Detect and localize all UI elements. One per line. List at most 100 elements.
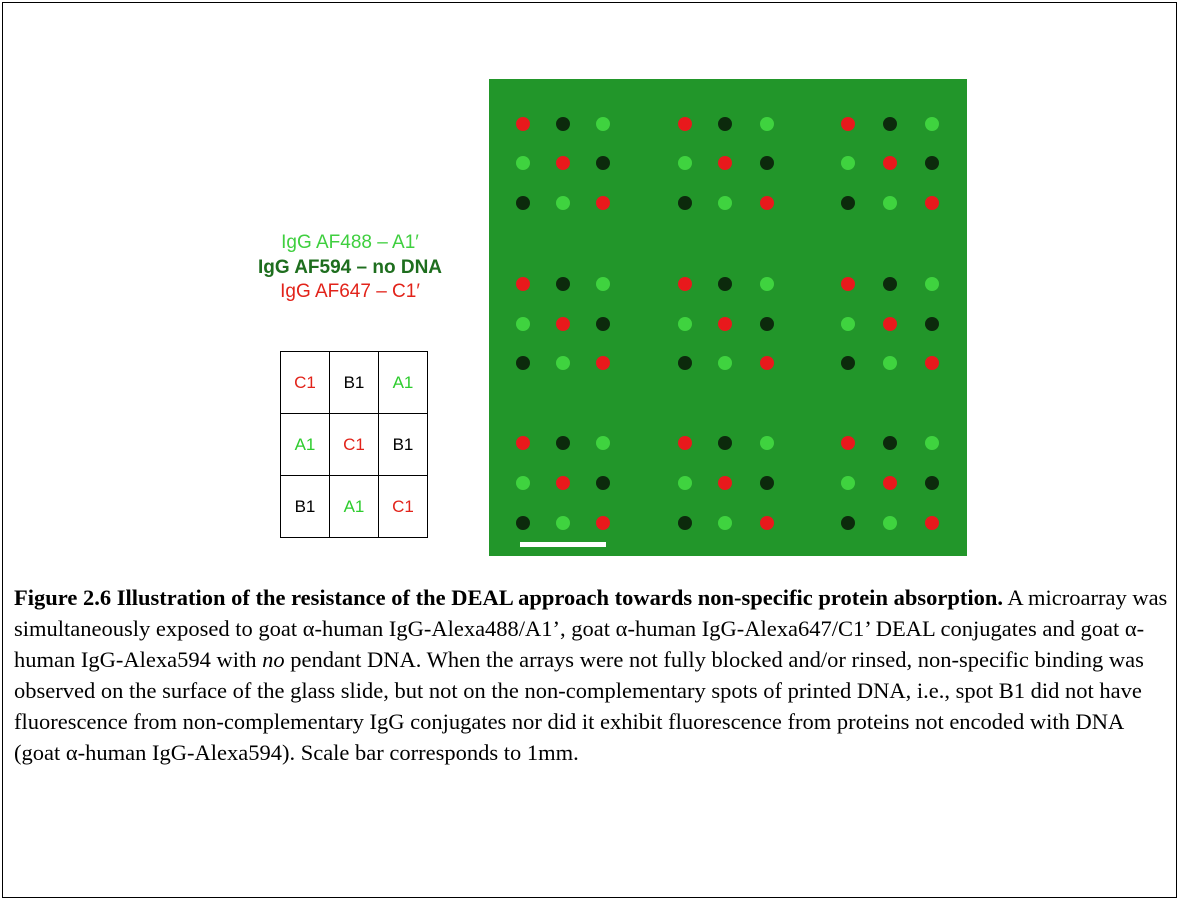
spot <box>516 196 530 210</box>
spot <box>556 516 570 530</box>
cell: C1 <box>330 414 379 476</box>
spot <box>596 436 610 450</box>
spot <box>841 156 855 170</box>
spot <box>516 516 530 530</box>
spot <box>556 117 570 131</box>
spot <box>678 317 692 331</box>
spot <box>841 277 855 291</box>
spot <box>841 317 855 331</box>
caption: Figure 2.6 Illustration of the resistanc… <box>14 582 1174 768</box>
spot <box>883 317 897 331</box>
spot <box>718 476 732 490</box>
spot <box>760 356 774 370</box>
spot <box>760 196 774 210</box>
spot <box>883 476 897 490</box>
spot <box>883 516 897 530</box>
spot <box>516 436 530 450</box>
spot <box>556 356 570 370</box>
spot <box>883 156 897 170</box>
spot <box>841 476 855 490</box>
spot <box>718 117 732 131</box>
spot <box>760 156 774 170</box>
spot <box>925 317 939 331</box>
spot <box>883 436 897 450</box>
spot <box>718 356 732 370</box>
spot <box>925 277 939 291</box>
cell: A1 <box>281 414 330 476</box>
spot <box>516 317 530 331</box>
caption-emphasis: no <box>262 647 285 672</box>
cell: C1 <box>379 476 428 538</box>
spot <box>678 476 692 490</box>
spot <box>678 277 692 291</box>
spot <box>760 277 774 291</box>
microarray-image <box>489 79 967 556</box>
spot <box>760 476 774 490</box>
spot <box>760 516 774 530</box>
legend-label: IgG AF647 – C1′ <box>250 281 450 303</box>
spot <box>925 356 939 370</box>
spot <box>678 516 692 530</box>
spot <box>516 277 530 291</box>
cell: B1 <box>281 476 330 538</box>
spot <box>596 476 610 490</box>
spot <box>718 436 732 450</box>
spot <box>718 277 732 291</box>
spot <box>883 277 897 291</box>
spot <box>516 117 530 131</box>
spot <box>760 117 774 131</box>
spot <box>760 436 774 450</box>
spot <box>925 436 939 450</box>
spot <box>925 156 939 170</box>
spot <box>925 516 939 530</box>
spot <box>678 117 692 131</box>
spot <box>678 156 692 170</box>
spot <box>841 117 855 131</box>
spot <box>516 356 530 370</box>
spot <box>678 196 692 210</box>
spot <box>596 356 610 370</box>
cell: C1 <box>281 352 330 414</box>
spot <box>678 356 692 370</box>
spot <box>678 436 692 450</box>
spot <box>516 156 530 170</box>
caption-title: Figure 2.6 Illustration of the resistanc… <box>14 585 1003 610</box>
spot <box>596 516 610 530</box>
spot <box>883 196 897 210</box>
legend-label: IgG AF488 – A1′ <box>250 232 450 254</box>
spot <box>925 196 939 210</box>
spot <box>596 317 610 331</box>
spot <box>718 516 732 530</box>
cell: B1 <box>330 352 379 414</box>
spot <box>556 277 570 291</box>
spot <box>841 516 855 530</box>
spot <box>556 317 570 331</box>
cell: A1 <box>379 352 428 414</box>
spot <box>718 196 732 210</box>
spot <box>841 196 855 210</box>
spot <box>596 156 610 170</box>
page: IgG AF488 – A1′ IgG AF594 – no DNA IgG A… <box>0 0 1181 902</box>
spot <box>841 356 855 370</box>
spot <box>718 156 732 170</box>
spot <box>596 196 610 210</box>
spot <box>556 196 570 210</box>
spot <box>883 356 897 370</box>
spot <box>556 436 570 450</box>
spot <box>556 156 570 170</box>
spot <box>925 476 939 490</box>
spot <box>556 476 570 490</box>
spot <box>516 476 530 490</box>
spot <box>596 117 610 131</box>
spot <box>596 277 610 291</box>
spot <box>718 317 732 331</box>
spot <box>841 436 855 450</box>
cell: B1 <box>379 414 428 476</box>
spot <box>760 317 774 331</box>
cell: A1 <box>330 476 379 538</box>
legend-label: IgG AF594 – no DNA <box>250 257 450 279</box>
scale-bar <box>520 542 606 547</box>
spot <box>883 117 897 131</box>
spot <box>925 117 939 131</box>
